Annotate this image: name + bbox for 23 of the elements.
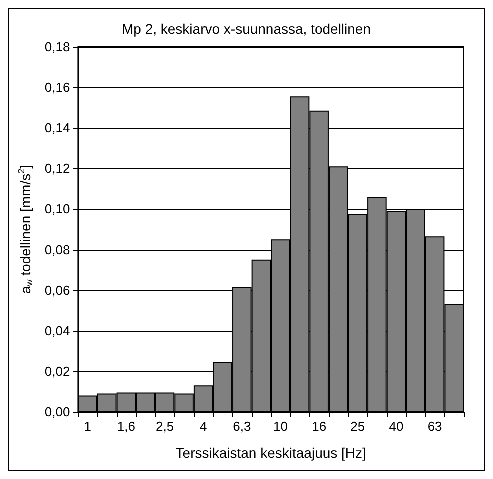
- y-tick-label: 0,02: [44, 364, 70, 379]
- x-tick-label: 1,6: [117, 419, 136, 434]
- x-tick-label: 1: [84, 419, 92, 434]
- y-tick-label: 0,00: [44, 404, 70, 420]
- y-tick-label: 0,08: [44, 242, 70, 258]
- x-tick-label: 6,3: [233, 419, 252, 434]
- y-axis-title: aw todellinen [mm/s2]: [16, 165, 34, 294]
- x-tick-label: 16: [312, 419, 327, 434]
- x-tick-label: 63: [428, 419, 442, 434]
- y-tick-label: 0,14: [44, 120, 70, 136]
- x-tick-label: 2,5: [156, 419, 174, 434]
- y-tick-label: 0,16: [44, 80, 70, 96]
- x-tick-label: 4: [200, 419, 208, 434]
- x-tick-label: 25: [350, 419, 366, 434]
- x-tick-label: 40: [389, 419, 404, 434]
- chart-title: Mp 2, keskiarvo x-suunnassa, todellinen: [122, 21, 372, 37]
- x-tick-label: 10: [274, 419, 288, 434]
- y-tick-label: 0,12: [44, 161, 70, 176]
- y-tick-label: 0,06: [44, 282, 70, 298]
- y-tick-label: 0,18: [44, 40, 70, 54]
- y-tick-label: 0,04: [44, 323, 70, 338]
- y-tick-label: 0,10: [44, 202, 70, 217]
- x-axis-title: Terssikaistan keskitaajuus [Hz]: [176, 445, 366, 461]
